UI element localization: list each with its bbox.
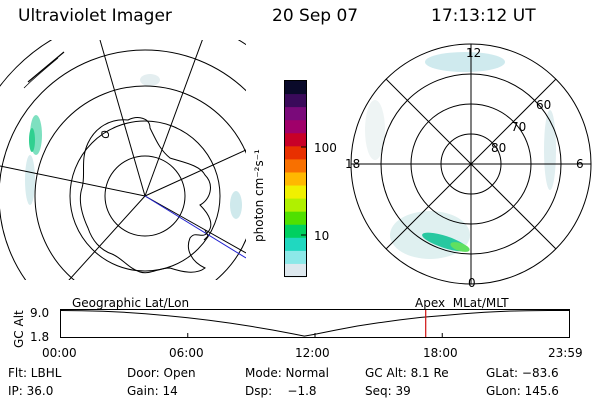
glon-value: GLon: 145.6 (486, 384, 559, 398)
intensity-colorbar (284, 80, 307, 278)
altitude-line (60, 310, 570, 337)
geographic-map (0, 40, 246, 280)
colorbar-unit-label: photon cm⁻²s⁻¹ (252, 149, 266, 242)
apex-title: Apex MLat/MLT (415, 296, 509, 310)
colorbar-segment (285, 120, 306, 134)
mode-value: Mode: Normal (245, 366, 329, 380)
colorbar-segment (285, 133, 306, 147)
colorbar-segment (285, 250, 306, 265)
observation-date: 20 Sep 07 (272, 6, 359, 26)
colorbar-segment (285, 237, 306, 252)
filter-value: Flt: LBHL (8, 366, 62, 380)
glat-value: GLat: −83.6 (486, 366, 559, 380)
y-tick-9: 9.0 (30, 306, 50, 320)
magnetic-polar-plot (350, 43, 592, 285)
colorbar-segment (285, 107, 306, 121)
colorbar-tick-10: 10 (314, 229, 330, 243)
seq-value: Seq: 39 (365, 384, 411, 398)
gain-value: Gain: 14 (127, 384, 178, 398)
colorbar-segment (285, 146, 306, 160)
mlat-label-70: 70 (511, 120, 527, 134)
mlt-label-18: 18 (345, 157, 361, 171)
antarctica-coastline (79, 117, 212, 274)
dsp-value: Dsp: −1.8 (245, 384, 317, 398)
geographic-title: Geographic Lat/Lon (72, 296, 190, 310)
x-tick-2359: 23:59 (548, 346, 583, 360)
observation-time: 17:13:12 UT (431, 6, 536, 26)
colorbar-segment (285, 198, 306, 213)
colorbar-segment (285, 159, 306, 173)
colorbar-tick-100: 100 (314, 141, 337, 155)
aurora-emission (25, 74, 242, 219)
colorbar-segment (285, 94, 306, 108)
mlat-label-80: 80 (491, 141, 507, 155)
x-tick-0000: 00:00 (42, 346, 77, 360)
colorbar-segment (285, 172, 306, 187)
mlt-label-12: 12 (466, 46, 482, 60)
mlt-label-6: 6 (576, 157, 584, 171)
colorbar-segment (285, 211, 306, 226)
colorbar-segment (285, 263, 306, 278)
gc-alt-value: GC Alt: 8.1 Re (365, 366, 449, 380)
colorbar-segment (285, 185, 306, 200)
colorbar-segment (285, 224, 306, 239)
x-tick-0600: 06:00 (169, 346, 204, 360)
altitude-axis-label: GC Alt (12, 310, 26, 348)
ip-value: IP: 36.0 (8, 384, 54, 398)
mlat-label-60: 60 (536, 98, 552, 112)
mlt-label-0: 0 (468, 276, 476, 290)
y-tick-1.8: 1.8 (30, 330, 50, 344)
door-value: Door: Open (127, 366, 196, 380)
colorbar-segment (285, 81, 306, 95)
instrument-title: Ultraviolet Imager (18, 6, 172, 26)
altitude-chart (60, 309, 570, 338)
x-tick-1800: 18:00 (423, 346, 458, 360)
x-tick-1200: 12:00 (295, 346, 330, 360)
